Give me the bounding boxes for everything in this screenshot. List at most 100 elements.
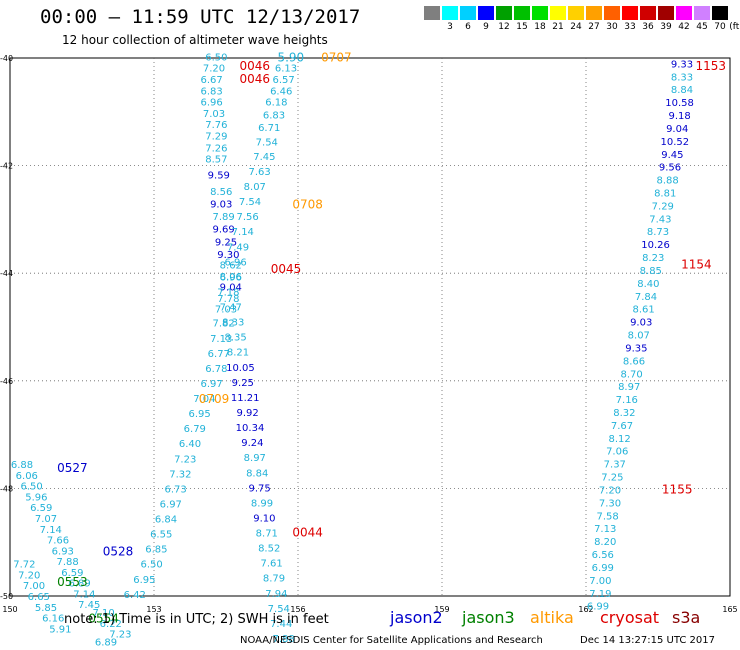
colorbar-swatch <box>442 6 458 20</box>
swh-value: 6.65 <box>28 592 50 603</box>
time-label: 0528 <box>103 544 134 558</box>
swh-value: 7.03 <box>203 109 225 120</box>
time-label: 5.90 <box>277 50 304 64</box>
swh-value: 7.23 <box>174 454 196 465</box>
swh-value: 9.04 <box>666 124 688 135</box>
time-label: 0527 <box>57 461 88 475</box>
swh-value: 6.79 <box>184 424 206 435</box>
swh-value: 7.88 <box>272 634 294 645</box>
plot-frame <box>9 57 731 597</box>
swh-value: 7.84 <box>635 292 657 303</box>
swh-value: 7.54 <box>239 197 261 208</box>
swh-value: 8.84 <box>246 468 268 479</box>
chart-subtitle: 12 hour collection of altimeter wave hei… <box>62 33 328 47</box>
swh-value: 10.58 <box>665 98 694 109</box>
swh-value: 6.57 <box>272 75 294 86</box>
swh-value: 9.92 <box>236 408 258 419</box>
swh-value: 7.16 <box>616 395 638 406</box>
swh-value: 6.16 <box>42 614 64 625</box>
swh-value: 6.95 <box>188 409 210 420</box>
swh-value: 9.69 <box>212 225 234 236</box>
colorbar-label: 39 <box>660 22 672 32</box>
swh-value: 6.59 <box>61 568 83 579</box>
swh-value: 7.13 <box>210 334 232 345</box>
swh-value: 7.25 <box>601 473 623 484</box>
x-tick-label: 162 <box>578 605 593 614</box>
colorbar-swatch <box>712 6 728 20</box>
swh-value: 8.06 <box>220 272 242 283</box>
swh-value: 7.61 <box>260 559 282 570</box>
colorbar-label: 70 <box>714 22 726 32</box>
swh-value: 9.56 <box>659 163 681 174</box>
swh-value: 7.78 <box>217 294 239 305</box>
swh-value: 6.78 <box>205 364 227 375</box>
swh-value: 5.91 <box>49 624 71 635</box>
colorbar-swatch <box>514 6 530 20</box>
colorbar-swatch <box>568 6 584 20</box>
swh-value: 6.73 <box>164 484 186 495</box>
x-tick-label: 150 <box>2 605 17 614</box>
swh-value: 9.18 <box>668 111 690 122</box>
time-label: 1154 <box>681 258 712 272</box>
colorbar-swatch <box>622 6 638 20</box>
swh-value: 9.10 <box>253 513 275 524</box>
colorbar-swatch <box>478 6 494 20</box>
swh-value: 7.82 <box>212 319 234 330</box>
y-tick-label: -40 <box>0 54 13 63</box>
swh-value: 8.88 <box>656 176 678 187</box>
swh-value: 8.99 <box>251 498 273 509</box>
swh-value: 6.96 <box>224 257 246 268</box>
swh-value: 9.03 <box>630 318 652 329</box>
legend-altika: altika <box>530 608 574 627</box>
swh-value: 7.20 <box>599 485 621 496</box>
swh-value: 6.42 <box>124 590 146 601</box>
y-tick-label: -50 <box>0 592 13 601</box>
swh-value: 7.18 <box>217 287 239 298</box>
swh-value: 6.95 <box>133 575 155 586</box>
colorbar-label: 21 <box>552 22 564 32</box>
time-label: 0554 <box>88 612 119 626</box>
time-label: 0707 <box>321 50 352 64</box>
swh-value: 9.75 <box>248 483 270 494</box>
swh-value: 7.88 <box>56 557 78 568</box>
swh-value: 6.84 <box>155 515 177 526</box>
swh-value: 7.14 <box>232 227 254 238</box>
swh-value: 10.05 <box>226 363 255 374</box>
swh-value: 10.34 <box>236 423 265 434</box>
swh-value: 10.52 <box>660 137 689 148</box>
colorbar-swatch <box>496 6 512 20</box>
x-tick-label: 165 <box>722 605 737 614</box>
swh-value: 7.89 <box>212 212 234 223</box>
legend-jason3: jason3 <box>462 608 515 627</box>
time-label: 1155 <box>662 482 693 496</box>
colorbar-label: 33 <box>624 22 636 32</box>
time-label: 1153 <box>696 59 727 73</box>
swh-value: 8.07 <box>244 182 266 193</box>
y-tick-label: -44 <box>0 269 13 278</box>
swh-value: 7.19 <box>589 589 611 600</box>
swh-value: 7.72 <box>13 560 35 571</box>
swh-value: 6.99 <box>587 602 609 613</box>
y-tick-label: -46 <box>0 377 13 386</box>
swh-value: 8.97 <box>618 382 640 393</box>
y-tick-label: -48 <box>0 484 13 493</box>
time-label: 0046 <box>240 72 271 86</box>
swh-value: 8.21 <box>227 348 249 359</box>
swh-value: 6.96 <box>220 272 242 283</box>
swh-value: 6.83 <box>263 110 285 121</box>
swh-value: 7.47 <box>220 303 242 314</box>
swh-value: 8.62 <box>220 261 242 272</box>
time-label: 0709 <box>199 392 230 406</box>
swh-value: 8.66 <box>623 356 645 367</box>
swh-value: 6.89 <box>95 638 117 649</box>
colorbar-label: 9 <box>483 22 489 32</box>
swh-value: 7.00 <box>23 581 45 592</box>
swh-value: 9.25 <box>215 237 237 248</box>
colorbar-swatch <box>532 6 548 20</box>
swh-value: 6.96 <box>200 98 222 109</box>
swh-value: 8.84 <box>671 85 693 96</box>
swh-value: 8.32 <box>613 408 635 419</box>
swh-value: 8.70 <box>620 369 642 380</box>
swh-value: 6.56 <box>592 550 614 561</box>
